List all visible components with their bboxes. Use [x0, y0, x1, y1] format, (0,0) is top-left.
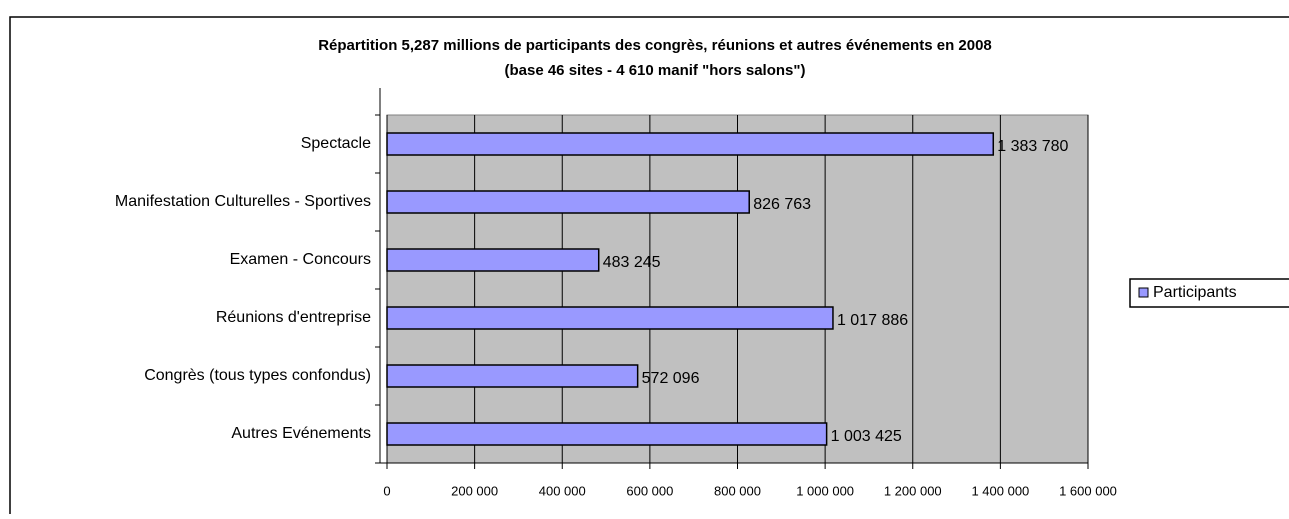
y-tick-label: Autres Evénements [231, 425, 371, 442]
bar [386, 132, 995, 156]
value-label: 1 003 425 [831, 428, 902, 445]
bar [386, 306, 834, 330]
value-label: 1 017 886 [837, 312, 908, 329]
x-tick-label: 400 000 [539, 483, 586, 498]
legend-label: Participants [1153, 284, 1237, 301]
value-label: 826 763 [753, 196, 811, 213]
y-tick-label: Réunions d'entreprise [216, 309, 371, 326]
value-label: 1 383 780 [997, 138, 1068, 155]
y-tick-label: Examen - Concours [230, 251, 371, 268]
chart-title: Répartition 5,287 millions de participan… [318, 37, 992, 54]
x-tick-label: 0 [383, 483, 390, 498]
y-tick-label: Spectacle [301, 135, 371, 152]
bar [386, 190, 750, 214]
bar [386, 364, 639, 388]
x-tick-label: 1 600 000 [1059, 483, 1117, 498]
x-tick-label: 1 400 000 [971, 483, 1029, 498]
x-tick-label: 200 000 [451, 483, 498, 498]
x-tick-label: 1 000 000 [796, 483, 854, 498]
y-tick-label: Congrès (tous types confondus) [144, 367, 371, 384]
value-label: 572 096 [642, 370, 700, 387]
x-tick-label: 1 200 000 [884, 483, 942, 498]
bar [386, 248, 600, 272]
legend-swatch [1138, 287, 1149, 298]
value-label: 483 245 [603, 254, 661, 271]
x-tick-label: 600 000 [626, 483, 673, 498]
chart-subtitle: (base 46 sites - 4 610 manif "hors salon… [504, 62, 805, 79]
x-tick-label: 800 000 [714, 483, 761, 498]
bar [386, 422, 828, 446]
y-tick-label: Manifestation Culturelles - Sportives [115, 193, 371, 210]
legend-box [1129, 278, 1289, 308]
